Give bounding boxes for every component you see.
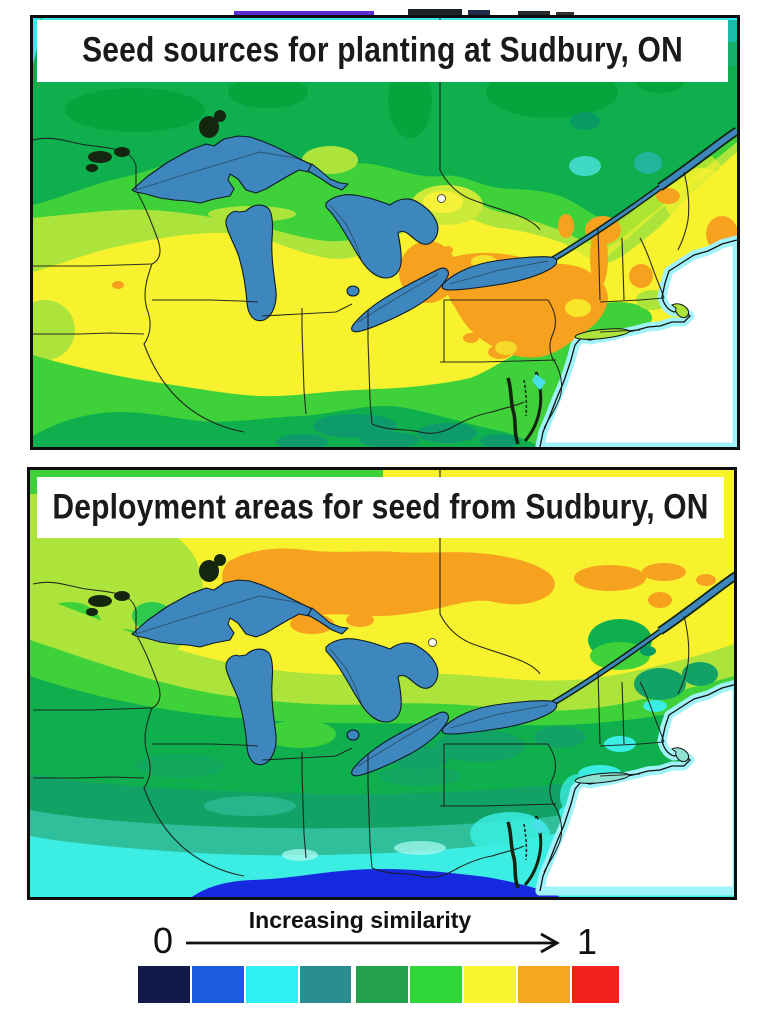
svg-text:1: 1 [577, 921, 597, 962]
svg-text:Increasing similarity: Increasing similarity [249, 907, 472, 933]
svg-text:0: 0 [153, 920, 173, 961]
